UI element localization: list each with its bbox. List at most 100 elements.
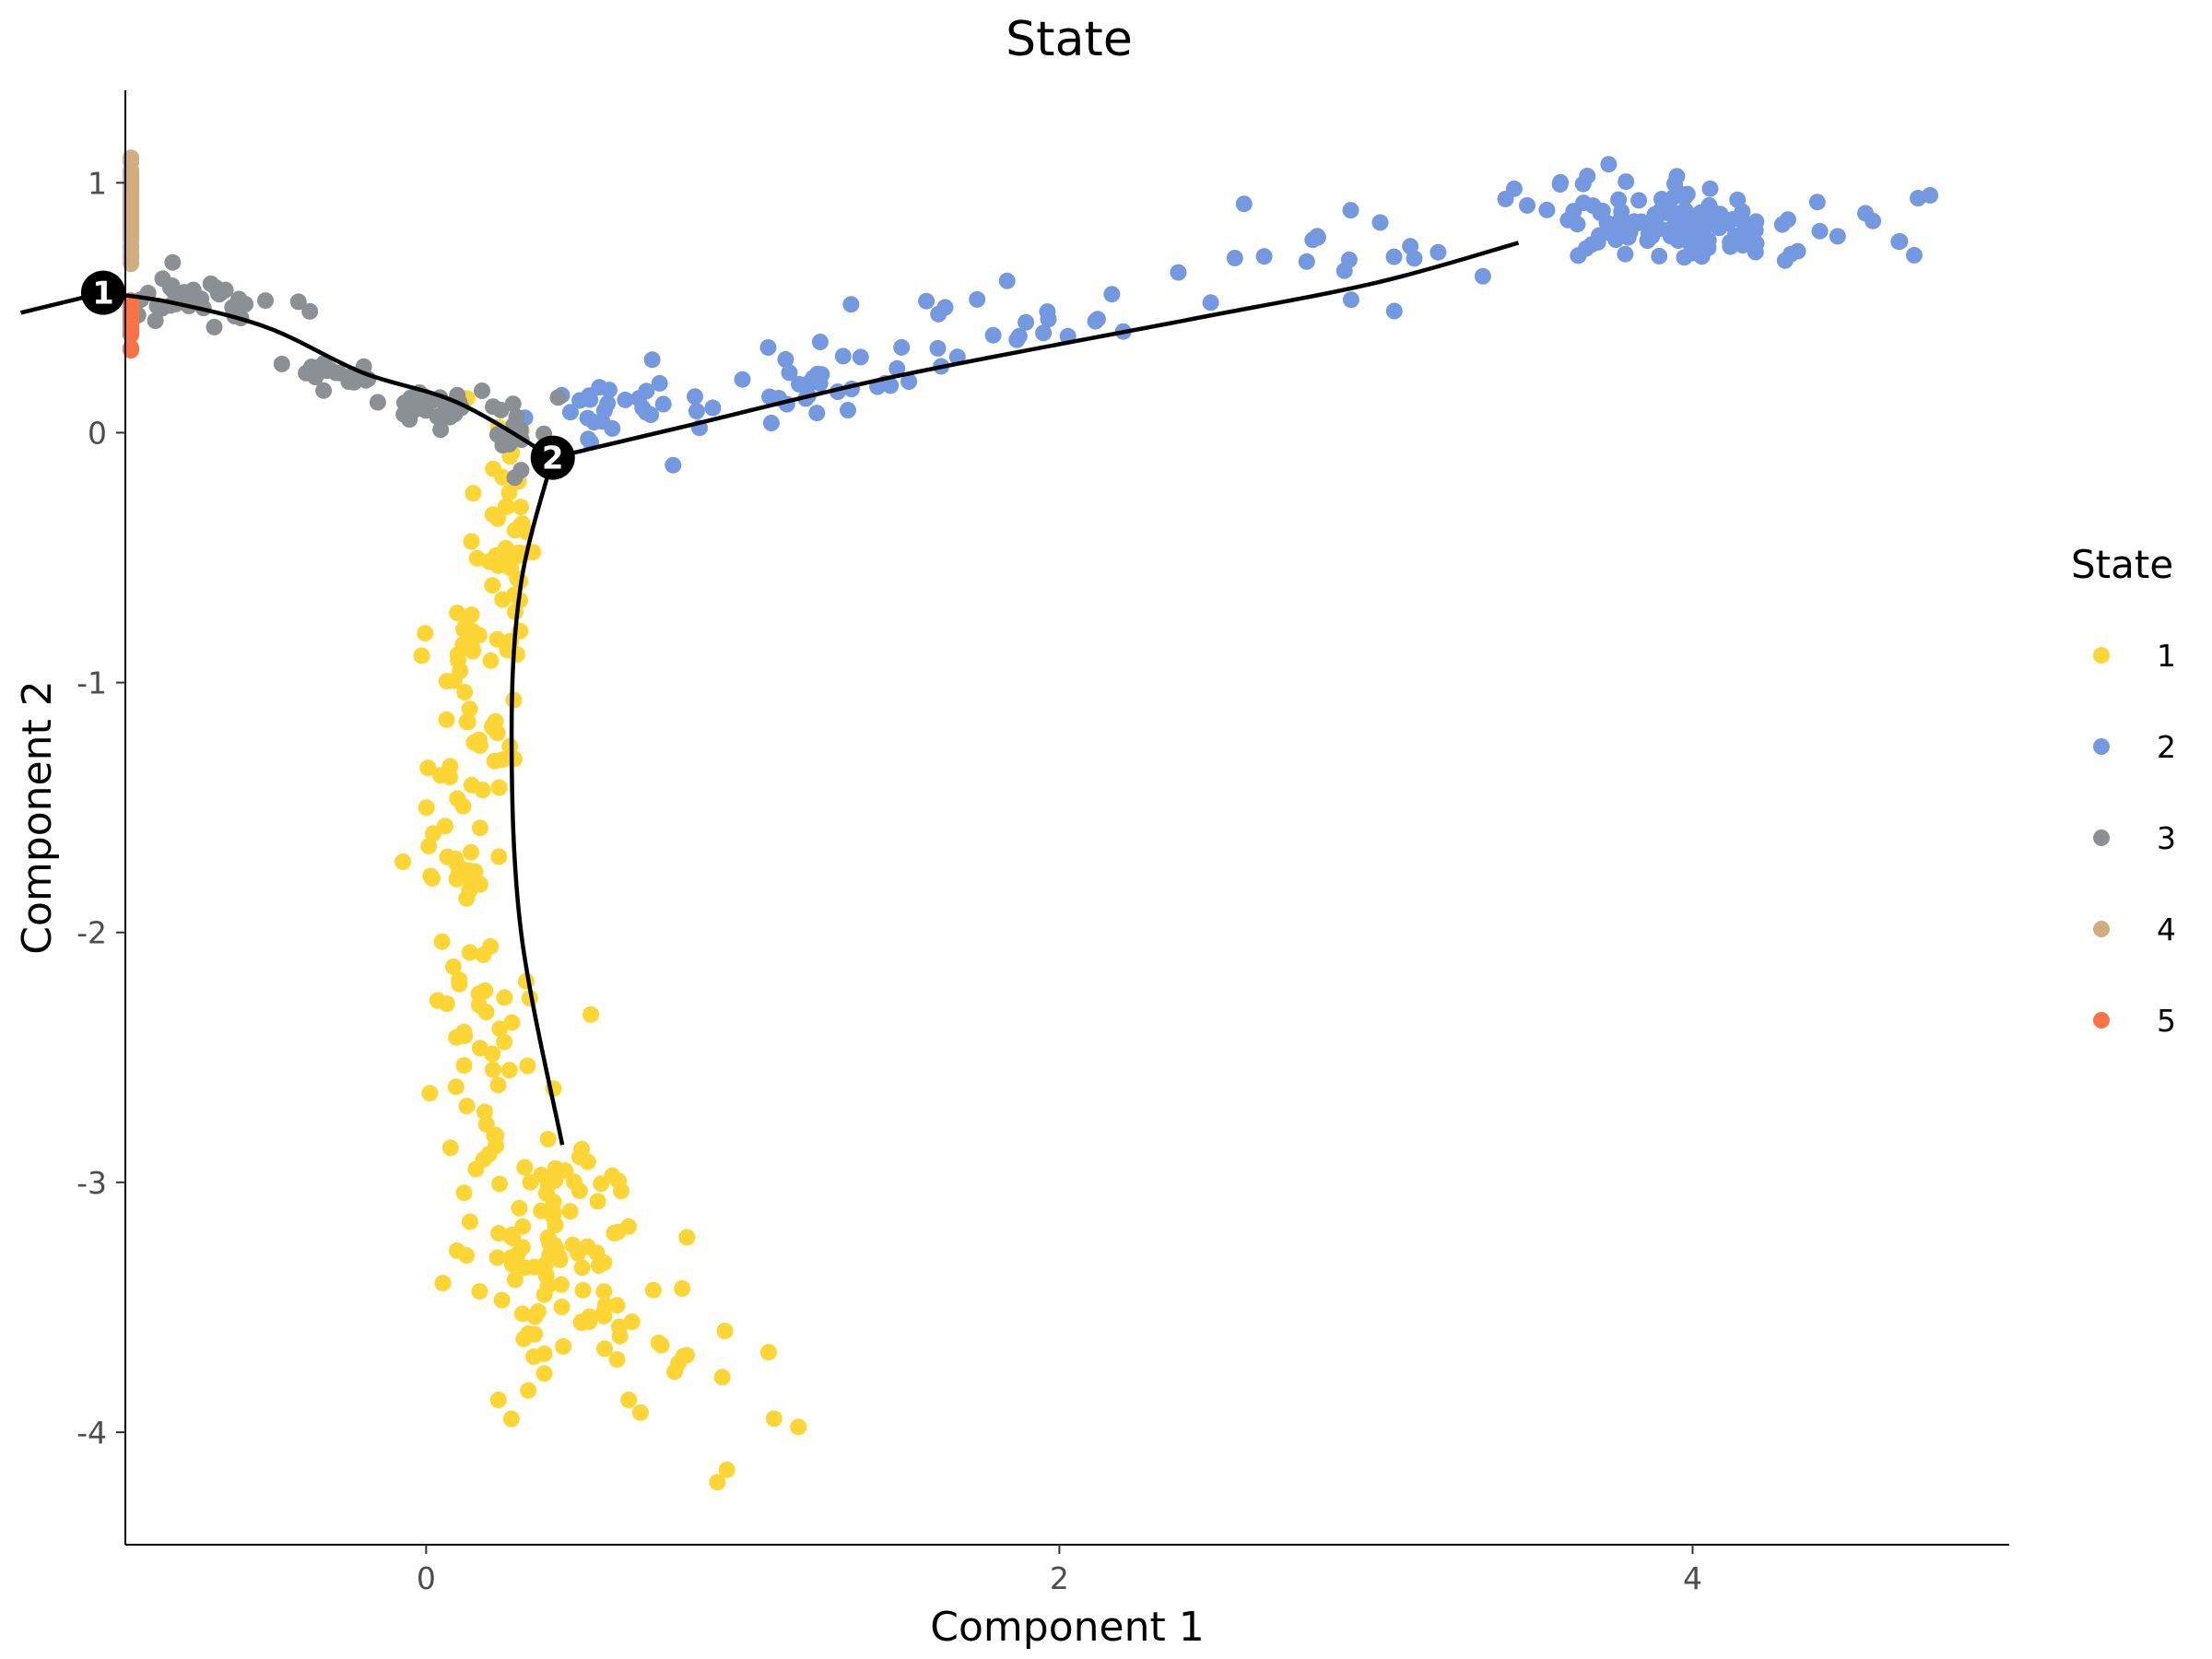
point-state-1 [608,1297,626,1314]
point-state-3 [549,389,567,406]
point-state-3 [154,270,171,288]
point-state-2 [929,339,947,357]
point-state-2 [1430,243,1447,261]
legend-swatch [2093,738,2110,755]
point-state-2 [1342,202,1359,219]
point-state-2 [1700,197,1718,214]
point-state-3 [369,394,386,411]
point-state-1 [674,1280,691,1297]
point-state-2 [811,334,829,350]
point-state-3 [165,283,182,300]
point-state-3 [344,369,360,386]
point-state-3 [396,394,413,411]
point-state-1 [461,1213,478,1230]
point-state-1 [623,1313,641,1331]
point-state-1 [535,1365,553,1382]
legend-label: 2 [2157,729,2176,765]
branch-point-label: 2 [542,441,564,477]
point-state-2 [1087,312,1104,330]
legend-title: State [2071,542,2173,587]
point-state-2 [704,399,722,417]
point-state-1 [493,1291,511,1309]
point-state-2 [1235,195,1253,213]
point-state-2 [1630,192,1648,209]
point-state-1 [512,499,529,516]
point-state-1 [502,1229,520,1245]
point-state-2 [1304,231,1322,249]
point-state-1 [539,1130,557,1147]
point-state-1 [461,700,478,718]
point-state-1 [506,1271,524,1288]
point-state-2 [1618,173,1635,191]
point-state-3 [474,382,490,399]
branch-point-label: 1 [92,276,114,312]
point-state-1 [500,1062,518,1079]
point-state-1 [512,517,529,534]
point-state-1 [434,1275,452,1292]
point-state-1 [520,1382,537,1399]
point-state-2 [1008,331,1026,348]
point-state-2 [582,391,599,408]
point-state-2 [1891,232,1909,250]
point-state-1 [463,533,480,550]
point-state-1 [421,1085,439,1102]
point-state-1 [438,995,455,1012]
point-state-1 [484,577,501,594]
point-state-1 [458,713,476,731]
point-state-1 [496,1033,513,1051]
point-state-1 [425,825,442,842]
legend-swatch [2093,647,2110,664]
point-state-2 [936,299,954,316]
point-state-1 [477,1004,495,1020]
point-state-1 [490,1225,508,1242]
point-state-1 [545,1204,562,1221]
point-state-2 [759,339,777,356]
legend-label: 1 [2157,638,2176,674]
point-state-1 [451,975,468,993]
point-state-1 [470,985,488,1003]
point-state-1 [589,1193,606,1210]
point-state-2 [1579,168,1596,184]
legend-item-1: 1 [2093,638,2176,674]
point-state-2 [1385,248,1403,265]
point-state-1 [555,1337,572,1355]
legend-label: 3 [2157,820,2176,856]
legend-item-2: 2 [2093,729,2176,765]
series-state-5 [123,292,139,359]
point-state-1 [678,1229,696,1246]
point-state-1 [419,759,437,777]
point-state-1 [458,1247,475,1265]
point-state-1 [455,1057,473,1074]
point-state-2 [1701,180,1719,197]
trajectory-segment-2 [102,290,554,460]
point-state-1 [561,1203,579,1220]
point-state-1 [449,605,466,621]
point-state-1 [474,782,491,799]
point-state-1 [433,933,451,950]
point-state-1 [490,779,508,796]
point-state-3 [441,408,459,426]
x-tick-label: 4 [1683,1560,1702,1596]
point-state-2 [1669,232,1687,249]
point-state-2 [1683,244,1700,262]
point-state-2 [1808,194,1826,211]
point-state-2 [688,403,705,420]
legend-swatch [2093,921,2110,937]
point-state-5 [123,324,139,341]
point-state-1 [533,1166,550,1183]
point-state-1 [529,1302,547,1320]
point-state-1 [418,799,435,817]
branch-point-marker [80,270,125,315]
point-state-1 [508,646,525,663]
point-state-2 [643,351,661,369]
x-axis-title: Component 1 [930,1604,1204,1651]
point-state-1 [441,1139,459,1157]
point-state-2 [1342,291,1359,309]
point-state-1 [441,758,459,775]
point-state-1 [547,1159,564,1177]
point-state-2 [1040,311,1057,328]
point-state-1 [494,591,512,608]
y-ticks: 1 0 -1 -2 -3 -4 [76,165,125,1451]
legend-label: 5 [2157,1003,2176,1039]
point-state-1 [456,684,474,700]
